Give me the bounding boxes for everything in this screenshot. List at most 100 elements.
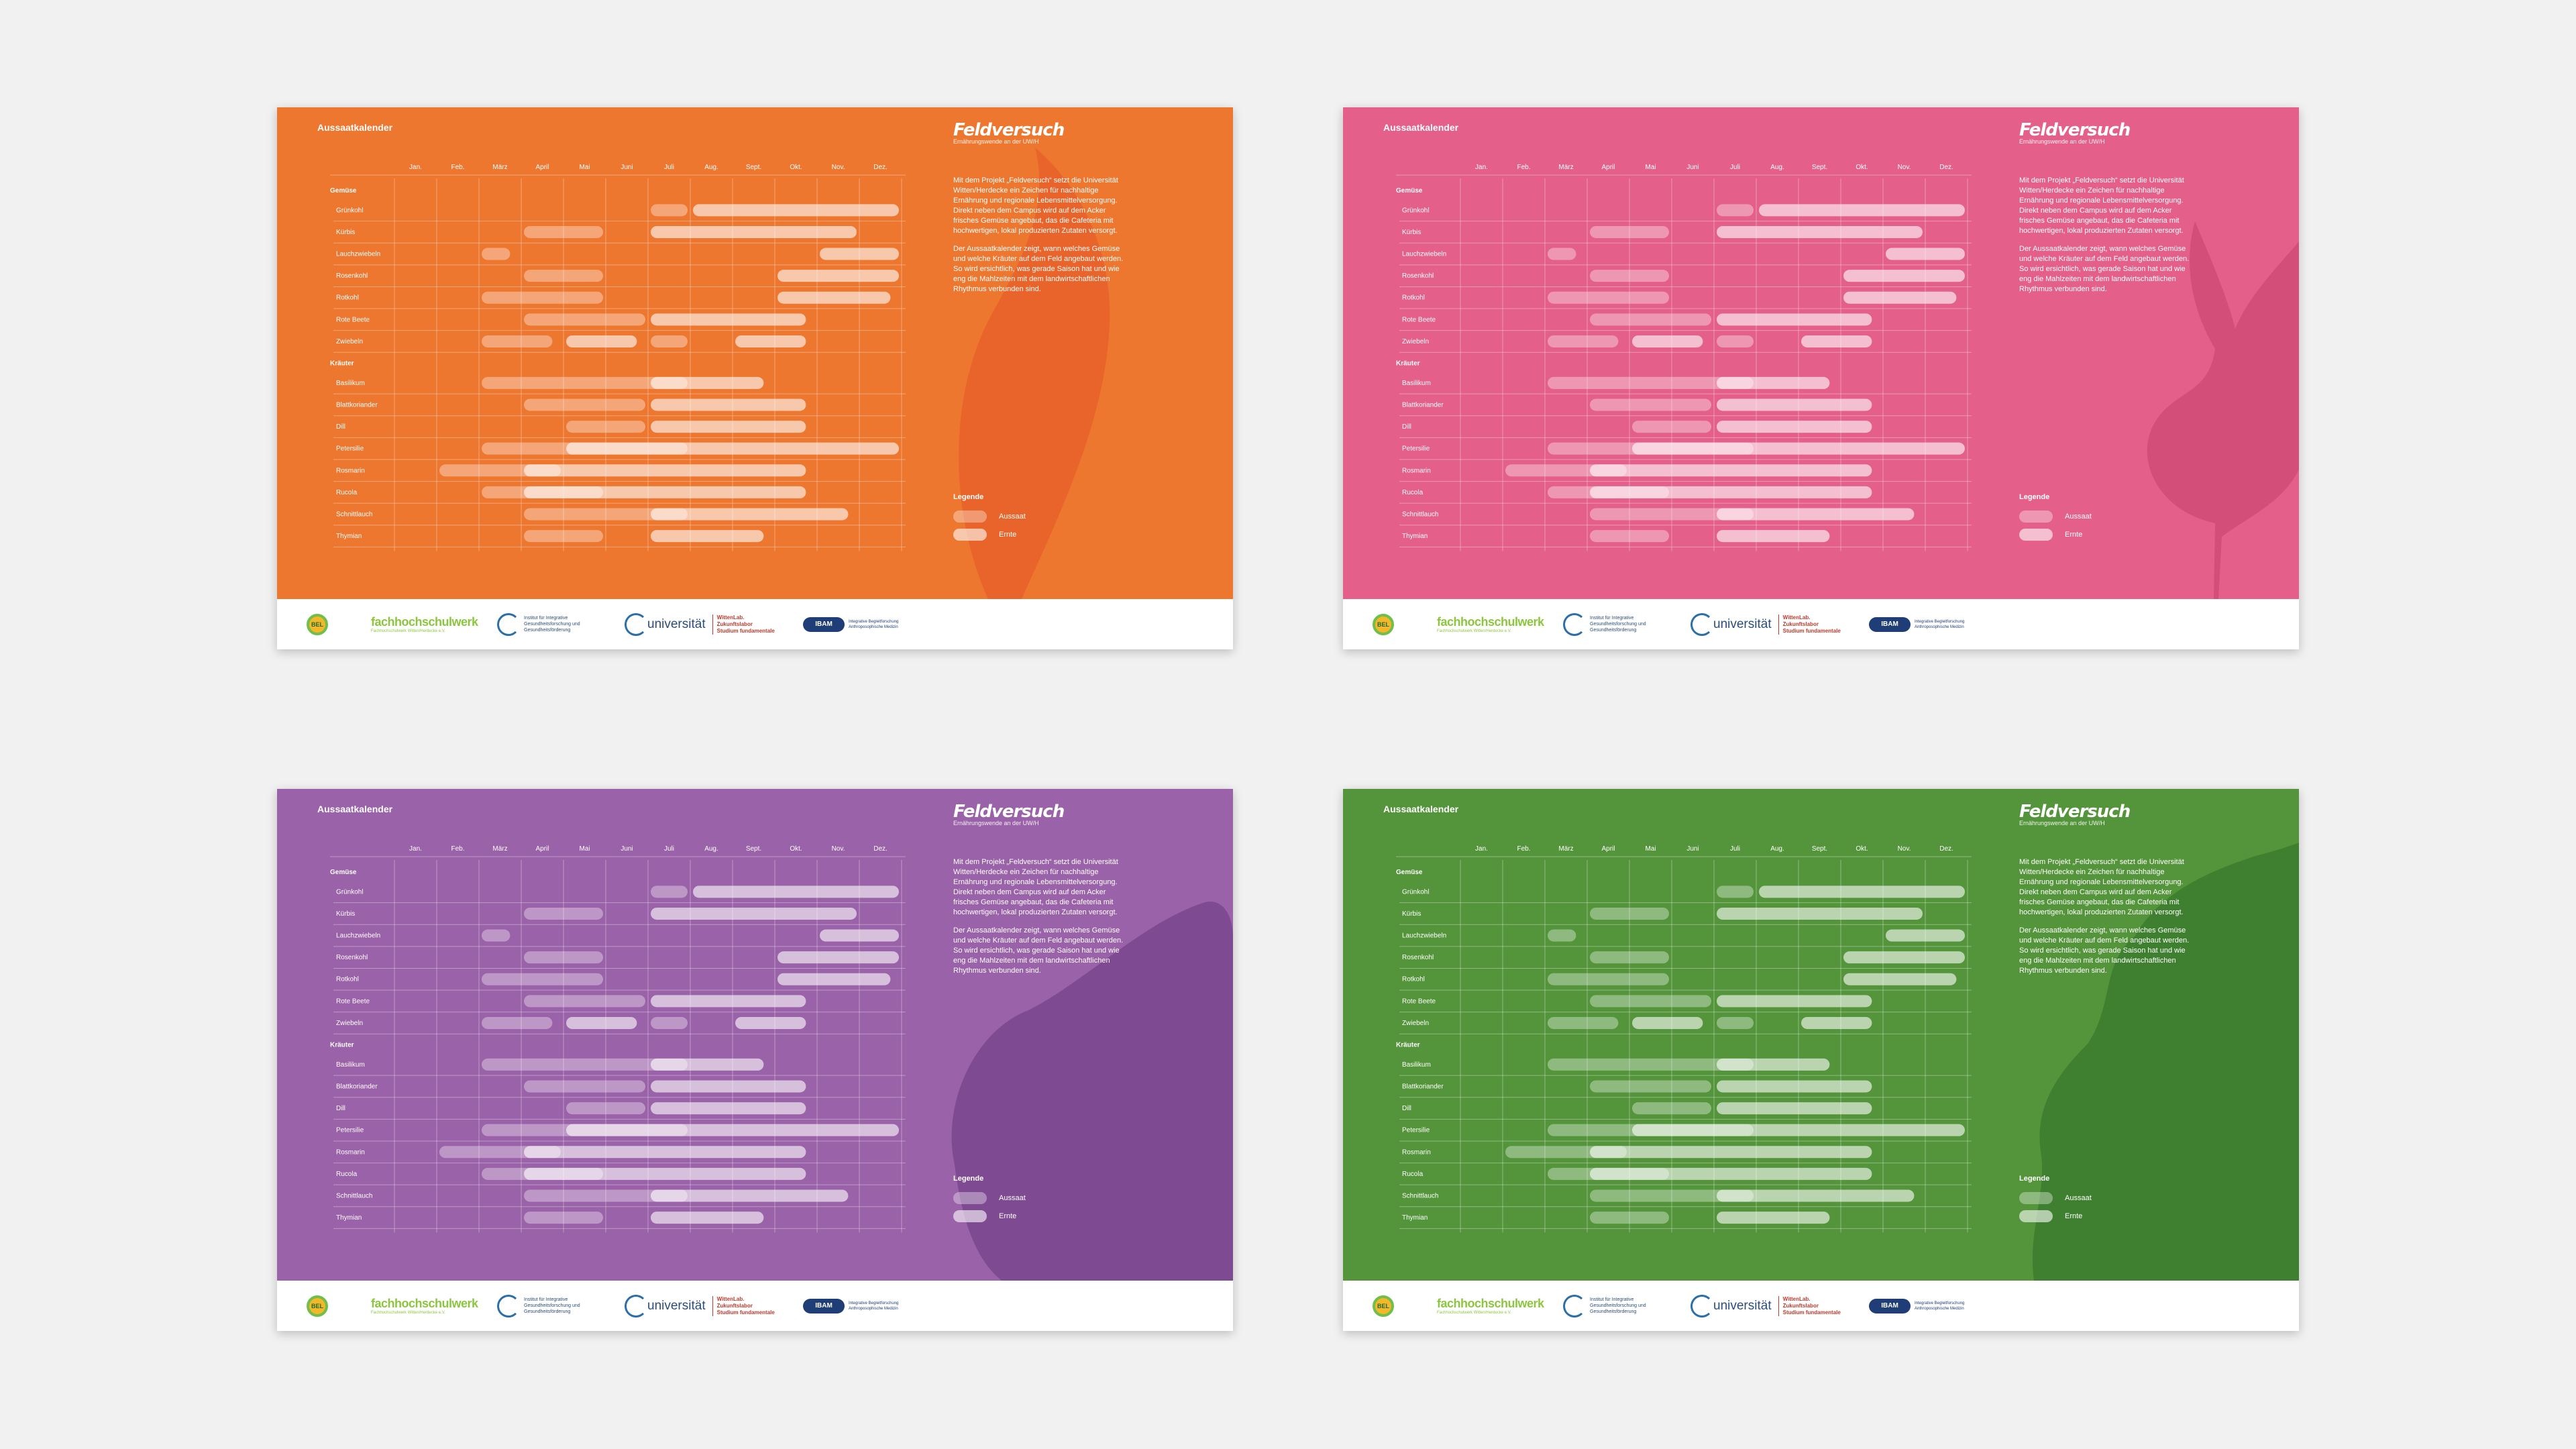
crop-label: Schnittlauch <box>336 511 372 518</box>
season-bar <box>524 1167 806 1180</box>
calendar-title: Aussaatkalender <box>1383 804 1459 814</box>
month-label: März <box>492 845 507 853</box>
logo-fachhochschulwerk: fachhochschulwerk Fachhochschulwerk Witte… <box>1437 1281 1544 1331</box>
month-label: April <box>535 164 549 171</box>
season-bar <box>524 486 806 498</box>
logo-bar: BEL fachhochschulwerk Fachhochschulwerk Wi… <box>277 599 1233 649</box>
crop-label: Dill <box>336 423 345 431</box>
legend-item: Aussaat <box>953 1192 1026 1204</box>
calendar-title: Aussaatkalender <box>317 804 393 814</box>
crop-label: Rosenkohl <box>336 272 368 280</box>
logo-bel: BEL <box>307 599 328 649</box>
ibam-mark: IBAM <box>803 616 845 632</box>
category-label: Kräuter <box>1396 1042 1420 1049</box>
season-bar <box>1590 313 1711 326</box>
month-label: Feb. <box>451 845 464 853</box>
brand-subtitle: Ernährungswende an der UW/H <box>953 820 1039 826</box>
season-bar <box>482 973 603 985</box>
season-bar <box>693 885 899 898</box>
crop-label: Rote Beete <box>336 316 370 323</box>
season-bar <box>777 270 899 282</box>
season-bar <box>651 313 806 326</box>
poster-background: Aussaatkalender Jan. Feb. März April Mai Juni J… <box>277 789 1233 1281</box>
wittenlab: WittenLab. Zukunftslabor Studium fundament… <box>712 614 775 635</box>
month-label: Mai <box>1645 164 1656 171</box>
uwh-mark <box>1690 1294 1713 1318</box>
logo-bar: BEL fachhochschulwerk Fachhochschulwerk Wi… <box>277 1281 1233 1331</box>
season-bar <box>1548 376 1754 389</box>
season-bar <box>524 1189 688 1202</box>
month-label: Okt. <box>1856 845 1868 853</box>
brand-block: Feldversuch Ernährungswende an der UW/H <box>2019 802 2153 826</box>
crop-label: Rucola <box>1402 489 1424 496</box>
crop-label: Petersilie <box>1402 445 1430 453</box>
category-label: Gemüse <box>1396 187 1423 195</box>
crop-label: Zwiebeln <box>1402 338 1429 345</box>
vegetable-illustration <box>951 902 1233 1281</box>
wittenlab: WittenLab. Zukunftslabor Studium fundament… <box>1778 1295 1841 1316</box>
crop-label: Petersilie <box>336 1127 364 1134</box>
legend: Legende Aussaat Ernte <box>953 1175 1026 1228</box>
vegetable-illustration <box>2147 221 2299 599</box>
logo-ibam: IBAM Integrative Begleitforschung Anthrop… <box>803 599 909 649</box>
season-bar <box>777 951 899 964</box>
wittenlab-c: Studium fundamentale <box>716 627 775 634</box>
legend-swatch <box>953 1192 987 1204</box>
logo-ibam: IBAM Integrative Begleitforschung Anthrop… <box>1869 599 1975 649</box>
crop-label: Rucola <box>336 489 358 496</box>
crop-label: Blattkoriander <box>1402 401 1444 409</box>
poster-background: Aussaatkalender Jan. Feb. März April Mai Juni J… <box>1343 789 2299 1281</box>
brand-name: Feldversuch <box>2019 120 2131 140</box>
category-label: Kräuter <box>330 360 354 368</box>
month-label: Dez. <box>1939 845 1953 853</box>
month-label: Juni <box>1686 164 1699 171</box>
season-bar <box>1759 204 1965 217</box>
season-bar <box>651 885 688 898</box>
month-label: Jan. <box>409 845 422 853</box>
season-bar <box>1590 951 1669 964</box>
month-label: Sept. <box>746 845 761 853</box>
fhw-name: fachhochschulwerk <box>1437 1297 1544 1310</box>
legend-swatch <box>953 529 987 541</box>
season-bar <box>651 1102 806 1115</box>
month-label: Dez. <box>873 164 888 171</box>
month-label: April <box>1601 845 1615 853</box>
season-bar <box>1548 248 1576 260</box>
season-bar <box>524 995 645 1008</box>
crop-label: Grünkohl <box>336 888 364 896</box>
crop-label: Blattkoriander <box>336 1083 378 1090</box>
description-paragraph: Mit dem Projekt „Feldversuch“ setzt die … <box>2019 858 2184 916</box>
season-bar <box>1590 270 1669 282</box>
month-label: Nov. <box>832 164 845 171</box>
season-bar <box>1590 398 1711 411</box>
legend-title: Legende <box>953 1175 984 1183</box>
month-label: Okt. <box>790 845 802 853</box>
wittenlab-b: Zukunftslabor <box>1782 1302 1819 1309</box>
crop-label: Schnittlauch <box>1402 1192 1438 1199</box>
institute-mark <box>1563 612 1586 636</box>
crop-label: Thymian <box>336 533 362 540</box>
sowing-calendar: Jan. Feb. März April Mai Juni Juli Aug. Sept. Okt… <box>330 164 906 551</box>
description-paragraph: Der Aussaatkalender zeigt, wann welches … <box>953 926 1124 975</box>
calendar-title: Aussaatkalender <box>317 122 393 133</box>
month-label: Aug. <box>704 845 718 853</box>
fhw-name: fachhochschulwerk <box>371 615 478 629</box>
month-label: Nov. <box>1898 164 1911 171</box>
crop-label: Basilikum <box>1402 1061 1431 1069</box>
description-paragraph: Der Aussaatkalender zeigt, wann welches … <box>953 245 1124 293</box>
bel-logo-mark: BEL <box>307 1295 328 1317</box>
brand-name: Feldversuch <box>2019 802 2131 822</box>
poster-pink: Aussaatkalender Jan. Feb. März April Mai Juni J… <box>1343 107 2299 649</box>
month-label: Sept. <box>1812 164 1827 171</box>
uwh-name: universität <box>647 1298 706 1313</box>
crop-label: Grünkohl <box>336 207 364 214</box>
season-bar <box>651 335 688 347</box>
uwh-mark <box>625 1294 647 1318</box>
crop-label: Lauchzwiebeln <box>1402 932 1446 940</box>
season-bar <box>651 398 806 411</box>
month-label: April <box>1601 164 1615 171</box>
season-bar <box>1632 335 1703 347</box>
bel-logo-mark: BEL <box>1373 613 1394 635</box>
month-label: Feb. <box>1517 845 1530 853</box>
season-bar <box>777 973 891 985</box>
